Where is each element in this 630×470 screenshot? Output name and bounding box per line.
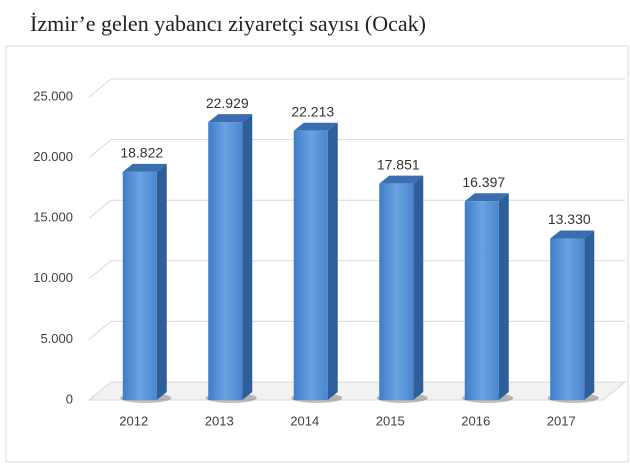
bar-side xyxy=(584,230,595,400)
grid-line xyxy=(88,139,625,158)
bar-side xyxy=(413,175,424,400)
data-label: 22.929 xyxy=(206,95,249,111)
grid-line xyxy=(88,199,625,219)
bar xyxy=(550,238,585,400)
bar-top xyxy=(122,163,167,172)
bar xyxy=(208,122,243,400)
y-tick-label: 20.000 xyxy=(33,149,73,164)
bar-side xyxy=(498,193,509,400)
y-tick-label: 10.000 xyxy=(33,270,73,285)
data-label: 17.851 xyxy=(377,156,420,172)
x-tick-label: 2015 xyxy=(376,413,405,428)
bar-side xyxy=(242,114,253,400)
bar-top xyxy=(293,122,338,131)
x-tick-label: 2016 xyxy=(461,413,490,428)
data-label: 18.822 xyxy=(120,145,163,161)
bar-top xyxy=(550,230,595,239)
y-tick-label: 0 xyxy=(66,391,73,406)
x-tick-label: 2013 xyxy=(205,413,234,428)
bar-side xyxy=(327,122,338,400)
bar xyxy=(293,130,328,400)
bar xyxy=(379,183,414,400)
bar xyxy=(122,171,157,400)
bar-side xyxy=(156,163,167,400)
x-tick-label: 2017 xyxy=(547,413,576,428)
bar-top xyxy=(208,114,253,123)
data-label: 16.397 xyxy=(462,174,505,190)
bar-top xyxy=(379,175,424,184)
x-tick-label: 2014 xyxy=(290,413,319,428)
bar xyxy=(464,201,499,400)
y-tick-label: 15.000 xyxy=(33,210,73,225)
chart-frame xyxy=(5,45,629,463)
x-tick-label: 2012 xyxy=(119,413,148,428)
data-label: 13.330 xyxy=(548,211,591,227)
bar-top xyxy=(464,193,509,202)
y-tick-label: 5.000 xyxy=(40,331,73,346)
y-tick-label: 25.000 xyxy=(33,88,73,103)
grid-line xyxy=(88,320,625,340)
grid-line xyxy=(88,78,625,98)
data-label: 22.213 xyxy=(291,103,334,119)
chart-title: İzmir’e gelen yabancı ziyaretçi sayısı (… xyxy=(30,11,426,36)
grid-line xyxy=(88,260,625,280)
